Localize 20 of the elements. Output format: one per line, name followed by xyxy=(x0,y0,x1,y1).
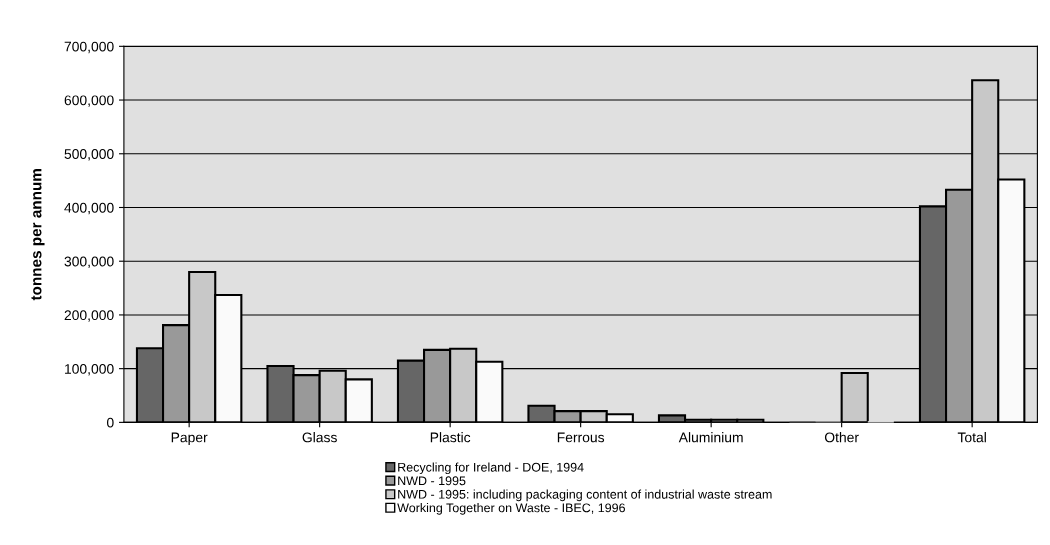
legend-label: Working Together on Waste - IBEC, 1996 xyxy=(397,503,625,515)
x-tick-label: Plastic xyxy=(430,432,471,443)
y-tick-label: 700,000 xyxy=(64,41,114,54)
y-tick-label: 400,000 xyxy=(64,202,114,215)
y-tick-label: 600,000 xyxy=(64,95,114,107)
legend-label: NWD - 1995: including packaging content of industrial waste stream xyxy=(398,489,772,502)
y-tick-label: 500,000 xyxy=(64,149,114,161)
legend-label: NWD - 1995 xyxy=(398,476,466,486)
x-tick-label: Total xyxy=(957,432,986,443)
legend-label: Recycling for Ireland - DOE, 1994 xyxy=(398,462,584,475)
y-tick-label: 100,000 xyxy=(65,363,114,376)
x-tick-label: Other xyxy=(824,432,859,443)
x-tick-label: Glass xyxy=(302,432,337,443)
x-tick-label: Paper xyxy=(171,432,208,446)
y-tick-label: 300,000 xyxy=(64,256,114,269)
y-tick-label: 200,000 xyxy=(64,310,114,322)
x-tick-label: Ferrous xyxy=(557,432,605,443)
y-axis-title: tonnes per annum xyxy=(31,169,45,301)
x-tick-label: Aluminium xyxy=(678,432,743,443)
y-tick-label: 0 xyxy=(107,417,114,428)
